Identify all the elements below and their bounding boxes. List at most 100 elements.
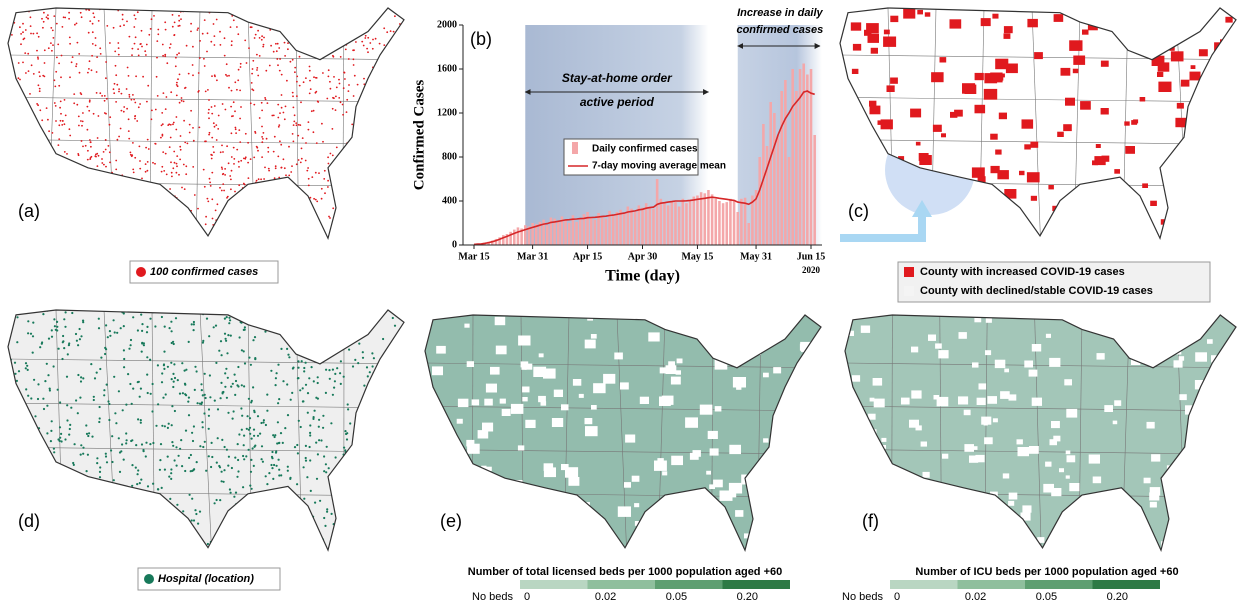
map-patch bbox=[436, 345, 446, 354]
map-dot bbox=[151, 217, 154, 220]
map-dot bbox=[286, 347, 289, 350]
map-dot bbox=[234, 456, 237, 459]
map-dot bbox=[76, 181, 78, 184]
map-dot bbox=[29, 184, 31, 187]
map-patch bbox=[713, 479, 723, 488]
map-dot bbox=[252, 59, 255, 62]
map-dot bbox=[311, 16, 314, 18]
map-dot bbox=[351, 449, 354, 453]
map-dot bbox=[67, 344, 70, 347]
map-dot bbox=[172, 202, 175, 205]
map-dot bbox=[345, 432, 348, 436]
map-dot bbox=[388, 350, 391, 354]
map-dot bbox=[330, 236, 332, 239]
map-dot bbox=[8, 15, 11, 18]
map-dot bbox=[259, 15, 261, 18]
map-dot bbox=[139, 103, 142, 105]
map-dot bbox=[112, 479, 115, 482]
map-dot bbox=[335, 23, 338, 26]
map-dot bbox=[208, 131, 211, 134]
map-dot bbox=[198, 57, 201, 59]
map-dot bbox=[15, 224, 18, 227]
map-dot bbox=[382, 80, 385, 83]
map-dot bbox=[194, 365, 197, 368]
map-dot bbox=[183, 188, 186, 191]
map-patch bbox=[1058, 203, 1066, 210]
map-dot bbox=[42, 20, 45, 23]
map-dot bbox=[205, 317, 209, 320]
map-dot bbox=[244, 157, 247, 160]
map-dot bbox=[257, 311, 260, 314]
map-dot bbox=[77, 373, 80, 377]
map-dot bbox=[370, 194, 373, 197]
map-dot bbox=[405, 531, 407, 533]
map-dot bbox=[394, 215, 397, 218]
map-dot bbox=[93, 16, 96, 19]
map-dot bbox=[292, 124, 295, 126]
map-dot bbox=[170, 320, 173, 323]
map-dot bbox=[266, 393, 269, 396]
map-dot bbox=[350, 205, 353, 208]
map-dot bbox=[342, 323, 345, 326]
map-dot bbox=[234, 126, 237, 129]
map-dot bbox=[172, 206, 175, 209]
bar bbox=[769, 102, 772, 245]
map-dot bbox=[104, 546, 107, 549]
map-dot bbox=[271, 26, 274, 28]
map-dot bbox=[149, 443, 152, 446]
map-dot bbox=[270, 455, 274, 458]
map-dot bbox=[378, 379, 381, 382]
map-dot bbox=[315, 441, 318, 444]
map-dot bbox=[322, 72, 324, 74]
map-dot bbox=[117, 390, 120, 393]
map-dot bbox=[15, 432, 18, 435]
map-dot bbox=[139, 419, 142, 422]
map-dot bbox=[41, 157, 44, 160]
map-dot bbox=[309, 459, 312, 462]
map-dot bbox=[237, 33, 240, 36]
map-dot bbox=[371, 12, 374, 15]
map-dot bbox=[158, 468, 161, 471]
map-dot bbox=[287, 514, 290, 517]
map-dot bbox=[136, 510, 139, 513]
map-dot bbox=[207, 414, 210, 417]
map-dot bbox=[332, 207, 335, 210]
bar bbox=[611, 214, 615, 245]
map-dot bbox=[221, 144, 223, 147]
map-dot bbox=[378, 189, 380, 192]
map-dot bbox=[59, 106, 61, 109]
map-dot bbox=[378, 182, 381, 185]
map-dot bbox=[254, 323, 257, 327]
map-dot bbox=[260, 445, 264, 448]
map-dot bbox=[280, 347, 283, 350]
map-dot bbox=[406, 500, 408, 502]
bar bbox=[736, 212, 740, 245]
map-dot bbox=[280, 474, 283, 477]
map-dot bbox=[286, 79, 288, 82]
map-dot bbox=[155, 552, 157, 554]
map-dot bbox=[346, 15, 349, 18]
map-dot bbox=[269, 29, 272, 31]
map-dot bbox=[119, 25, 122, 28]
map-dot bbox=[95, 371, 98, 374]
map-patch bbox=[654, 460, 667, 471]
map-patch bbox=[974, 104, 986, 114]
map-dot bbox=[369, 155, 372, 157]
map-dot bbox=[66, 234, 68, 236]
map-dot bbox=[374, 176, 376, 179]
map-dot bbox=[261, 156, 263, 159]
map-dot bbox=[221, 103, 224, 105]
map-patch bbox=[1150, 200, 1157, 206]
map-dot bbox=[47, 47, 50, 50]
map-dot bbox=[14, 372, 17, 375]
map-dot bbox=[138, 482, 141, 485]
map-patch bbox=[552, 532, 563, 541]
map-dot bbox=[243, 511, 246, 514]
map-dot bbox=[387, 173, 389, 176]
map-dot bbox=[240, 159, 243, 162]
map-dot bbox=[211, 136, 214, 139]
map-dot bbox=[68, 11, 70, 14]
map-dot bbox=[65, 375, 69, 378]
map-patch bbox=[998, 112, 1007, 120]
map-patch bbox=[567, 522, 580, 532]
